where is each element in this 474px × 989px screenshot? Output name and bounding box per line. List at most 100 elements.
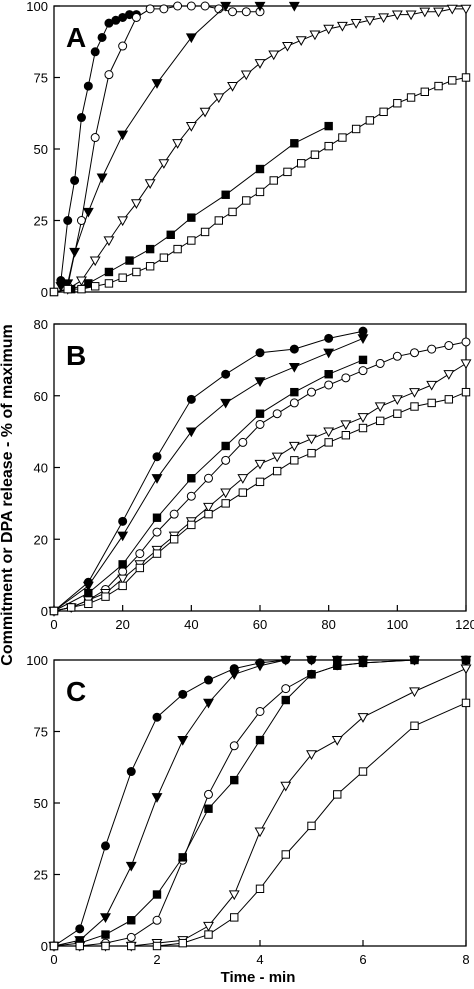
y-tick-label: 100 — [26, 653, 48, 668]
data-point-open-square — [228, 207, 237, 217]
data-point-filled-circle — [126, 767, 136, 777]
x-tick-label: 100 — [386, 617, 408, 632]
data-point-open-triangle — [391, 395, 403, 405]
data-point-filled-square — [221, 441, 230, 451]
x-tick-label: 80 — [321, 617, 335, 632]
data-point-open-triangle — [237, 474, 249, 484]
data-point-filled-circle — [204, 675, 213, 685]
data-point-filled-circle — [83, 81, 93, 91]
data-point-filled-square — [290, 139, 299, 148]
data-point-filled-square — [101, 930, 110, 939]
data-point-filled-triangle — [254, 377, 266, 388]
data-point-open-square — [101, 592, 110, 601]
y-tick-label: 0 — [41, 604, 48, 619]
series-line-filled-triangle — [53, 659, 466, 947]
data-point-filled-triangle — [357, 334, 369, 344]
data-point-open-triangle — [240, 70, 252, 81]
data-point-open-square — [375, 416, 385, 426]
data-point-filled-square — [125, 256, 134, 265]
data-point-open-triangle — [228, 890, 240, 901]
data-point-open-square — [75, 941, 84, 951]
data-point-open-triangle — [419, 7, 431, 18]
data-point-filled-square — [255, 735, 265, 745]
series-group — [48, 326, 472, 617]
series-line-filled-triangle — [53, 337, 364, 612]
data-point-open-triangle — [309, 30, 321, 41]
data-point-open-square — [393, 409, 402, 418]
x-tick-label: 60 — [253, 617, 267, 632]
data-point-filled-square — [324, 370, 333, 379]
data-point-filled-triangle — [288, 1, 300, 12]
data-point-open-triangle — [254, 459, 266, 470]
data-point-open-square — [333, 790, 342, 799]
data-point-open-triangle — [443, 370, 455, 380]
data-point-open-triangle — [199, 107, 211, 118]
data-point-open-triangle — [374, 402, 386, 413]
data-point-open-square — [448, 76, 457, 85]
data-point-open-circle — [228, 7, 238, 17]
data-point-open-circle — [118, 567, 128, 577]
data-point-open-square — [341, 431, 351, 440]
data-point-open-square — [204, 930, 213, 939]
data-point-filled-circle — [152, 452, 162, 462]
data-point-filled-circle — [90, 47, 100, 57]
data-point-filled-circle — [255, 348, 265, 358]
data-point-open-triangle — [220, 488, 232, 499]
data-point-filled-circle — [186, 394, 196, 404]
series-group — [49, 1, 472, 297]
data-point-open-triangle — [203, 921, 214, 932]
data-point-open-square — [242, 196, 251, 205]
data-point-open-square — [461, 698, 471, 708]
data-point-open-circle — [221, 455, 231, 465]
data-point-open-circle — [229, 741, 239, 751]
data-point-open-square — [173, 244, 182, 254]
data-point-filled-triangle — [151, 793, 163, 803]
data-point-open-triangle — [144, 179, 156, 189]
data-point-open-square — [187, 520, 196, 530]
data-point-filled-square — [187, 474, 196, 483]
y-tick-label: 50 — [34, 796, 48, 811]
data-point-open-circle — [152, 527, 162, 537]
y-tick-label: 25 — [34, 214, 48, 229]
data-point-open-triangle — [306, 750, 317, 761]
x-tick-label: 0 — [50, 952, 57, 967]
data-point-open-triangle — [340, 420, 352, 431]
data-point-filled-square — [204, 804, 213, 813]
data-point-open-circle — [241, 7, 251, 17]
data-point-open-triangle — [357, 413, 369, 423]
plot-frame — [53, 659, 467, 947]
data-point-filled-triangle — [96, 173, 108, 184]
data-point-open-circle — [186, 491, 196, 501]
y-axis-label: Commitment or DPA release - % of maximum — [0, 324, 16, 665]
y-tick-label: 50 — [34, 142, 48, 157]
data-point-filled-circle — [75, 924, 85, 934]
data-point-open-square — [461, 387, 471, 397]
data-point-open-circle — [289, 398, 299, 408]
data-point-filled-circle — [118, 516, 128, 526]
data-point-open-circle — [255, 706, 265, 716]
data-point-filled-triangle — [55, 282, 67, 292]
data-point-filled-circle — [76, 113, 86, 123]
data-point-open-triangle — [378, 13, 390, 24]
series-line-filled-square — [53, 659, 466, 947]
data-point-open-square — [255, 477, 265, 487]
data-point-filled-triangle — [185, 427, 197, 438]
y-tick-label: 20 — [34, 532, 48, 547]
data-point-open-triangle — [460, 664, 472, 675]
data-point-open-circle — [392, 351, 402, 361]
data-point-open-circle — [461, 337, 471, 347]
data-point-open-triangle — [460, 4, 472, 15]
data-point-open-square — [283, 167, 292, 177]
data-point-open-triangle — [433, 7, 444, 18]
data-point-filled-triangle — [288, 362, 300, 373]
data-point-open-square — [393, 99, 402, 108]
data-point-filled-triangle — [323, 348, 335, 359]
data-point-open-square — [84, 599, 93, 609]
data-point-open-circle — [410, 348, 419, 358]
data-point-open-square — [358, 423, 368, 433]
data-point-open-triangle — [323, 427, 335, 438]
series-group — [48, 655, 472, 952]
data-point-open-square — [410, 721, 419, 730]
data-point-open-square — [406, 93, 416, 102]
data-point-filled-circle — [324, 333, 334, 343]
